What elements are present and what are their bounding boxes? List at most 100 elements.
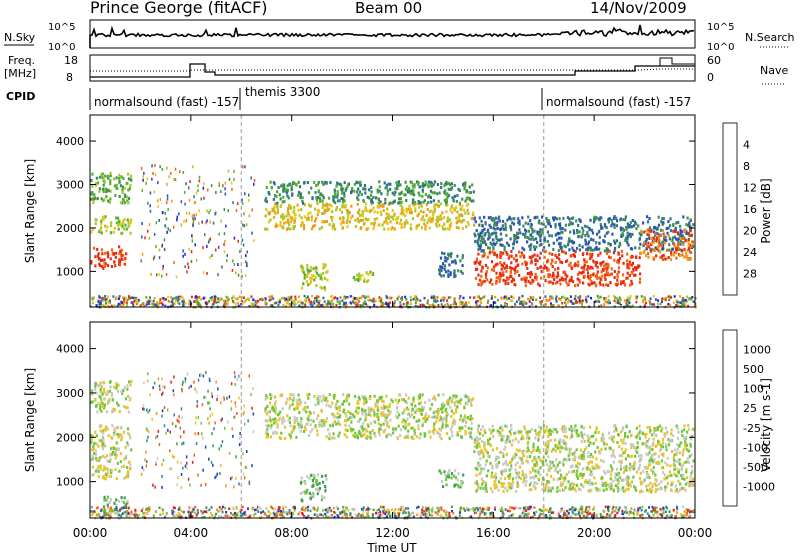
scatter-cell [113,433,116,437]
scatter-cell [530,427,533,431]
scatter-cell [463,304,466,307]
scatter-cell [611,467,614,471]
scatter-cell [477,283,480,287]
scatter-cell [293,205,296,209]
scatter-cell [499,256,502,259]
scatter-cell [578,217,581,221]
scatter-cell [155,245,157,248]
scatter-cell [404,422,407,425]
scatter-cell [504,282,507,286]
scatter-cell [288,203,291,207]
scatter-cell [529,296,532,299]
scatter-cell [279,197,282,201]
scatter-cell [332,222,335,226]
scatter-cell [338,208,342,212]
scatter-cell [446,216,449,220]
scatter-cell [540,233,543,237]
scatter-cell [109,174,112,177]
scatter-cell [289,404,292,408]
scatter-cell [156,199,159,203]
scatter-cell [496,255,499,259]
scatter-cell [643,433,647,436]
scatter-cell [688,250,692,254]
scatter-cell [288,214,291,218]
scatter-cell [665,239,668,243]
scatter-cell [361,425,364,429]
scatter-cell [534,272,537,276]
scatter-cell [358,429,361,433]
scatter-cell [317,189,320,193]
scatter-cell [592,273,595,277]
scatter-cell [491,232,494,236]
scatter-cell [594,241,598,245]
scatter-cell [640,295,643,298]
scatter-cell [570,481,573,485]
scatter-cell [101,441,104,445]
scatter-cell [530,233,533,237]
scatter-cell [524,284,527,288]
scatter-cell [344,188,347,192]
scatter-cell [576,283,579,287]
scatter-cell [125,182,128,185]
scatter-cell [691,242,694,246]
scatter-cell [316,198,319,202]
scatter-cell [317,301,320,305]
scatter-cell [440,274,443,278]
scatter-cell [123,257,126,261]
scatter-cell [126,466,129,469]
scatter-cell [478,261,481,265]
scatter-cell [358,181,361,185]
scatter-cell [115,221,118,225]
scatter-cell [616,275,619,279]
scatter-cell [587,240,591,244]
scatter-cell [453,271,456,275]
scatter-cell [124,397,127,401]
scatter-cell [600,270,603,274]
scatter-cell [102,431,105,435]
scatter-cell [629,294,632,298]
scatter-cell [366,304,369,307]
scatter-cell [352,428,355,431]
scatter-cell [442,393,445,397]
scatter-cell [197,184,199,188]
scatter-cell [272,431,275,435]
scatter-cell [439,265,442,269]
scatter-cell [120,175,123,179]
scatter-cell [490,268,494,272]
scatter-cell [241,238,244,242]
scatter-cell [632,267,635,271]
scatter-cell [364,409,367,413]
scatter-cell [570,217,574,220]
scatter-cell [675,467,678,471]
scatter-cell [195,258,198,262]
scatter-cell [644,304,647,307]
scatter-cell [575,484,578,488]
scatter-cell [181,300,184,303]
scatter-cell [456,405,459,409]
scatter-cell [500,304,503,307]
scatter-cell [344,428,347,432]
scatter-cell [556,489,559,493]
scatter-cell [565,447,568,451]
scatter-cell [511,277,515,281]
scatter-cell [326,303,329,307]
scatter-cell [492,428,495,432]
scatter-cell [558,297,561,301]
scatter-cell [465,225,468,229]
scatter-cell [598,281,601,285]
scatter-cell [343,297,346,300]
scatter-cell [97,444,100,448]
scatter-cell [426,221,429,225]
scatter-cell [477,232,480,236]
scatter-cell [310,215,313,219]
scatter-cell [364,209,367,213]
scatter-cell [316,182,320,186]
scatter-cell [161,274,163,278]
scatter-cell [687,231,690,235]
scatter-cell [275,222,278,226]
scatter-cell [632,224,635,228]
scatter-cell [103,406,106,410]
scatter-cell [388,405,391,409]
scatter-cell [573,231,576,235]
scatter-cell [112,450,115,454]
